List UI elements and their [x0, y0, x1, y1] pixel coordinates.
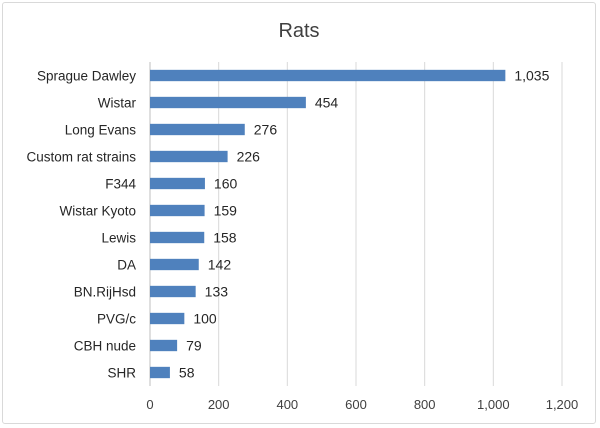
bar — [150, 231, 205, 244]
x-tick-label: 1,200 — [546, 397, 579, 412]
category-label: Wistar — [98, 96, 137, 111]
bars — [150, 69, 506, 379]
bar — [150, 285, 196, 298]
category-label: Custom rat strains — [26, 150, 136, 165]
data-label: 1,035 — [514, 68, 549, 84]
gridlines — [149, 62, 563, 386]
data-label: 276 — [254, 122, 278, 138]
x-tick-label: 200 — [208, 397, 230, 412]
data-label: 226 — [237, 149, 261, 165]
category-label: CBH nude — [74, 339, 136, 354]
data-label: 58 — [179, 365, 195, 381]
bar — [150, 150, 228, 163]
bar — [150, 123, 245, 136]
x-tick-label: 400 — [276, 397, 298, 412]
bar — [150, 96, 306, 109]
x-tick-label: 0 — [146, 397, 153, 412]
bar — [150, 366, 170, 379]
labels: 0 200 400 600 800 1,000 1,200 Sprague Dawley 1,0… — [26, 68, 578, 413]
x-tick-label: 1,000 — [477, 397, 510, 412]
x-tick-label: 800 — [414, 397, 436, 412]
category-label: DA — [117, 258, 136, 273]
bar — [150, 258, 199, 271]
data-label: 133 — [205, 284, 229, 300]
category-label: Lewis — [101, 231, 136, 246]
category-label: Long Evans — [65, 123, 137, 138]
bar — [150, 339, 178, 352]
bar — [150, 204, 205, 217]
data-label: 79 — [186, 338, 202, 354]
category-label: Sprague Dawley — [37, 69, 136, 84]
category-label: F344 — [105, 177, 136, 192]
category-label: BN.RijHsd — [74, 285, 136, 300]
data-label: 158 — [213, 230, 237, 246]
bar — [150, 69, 506, 82]
category-label: Wistar Kyoto — [59, 204, 136, 219]
data-label: 159 — [214, 203, 238, 219]
data-label: 142 — [208, 257, 232, 273]
chart-title: Rats — [278, 20, 319, 42]
data-label: 160 — [214, 176, 238, 192]
bar — [150, 177, 205, 190]
bar — [150, 312, 185, 325]
x-tick-label: 600 — [345, 397, 367, 412]
data-label: 454 — [315, 95, 339, 111]
data-label: 100 — [193, 311, 217, 327]
category-label: PVG/c — [97, 312, 136, 327]
category-label: SHR — [107, 366, 136, 381]
